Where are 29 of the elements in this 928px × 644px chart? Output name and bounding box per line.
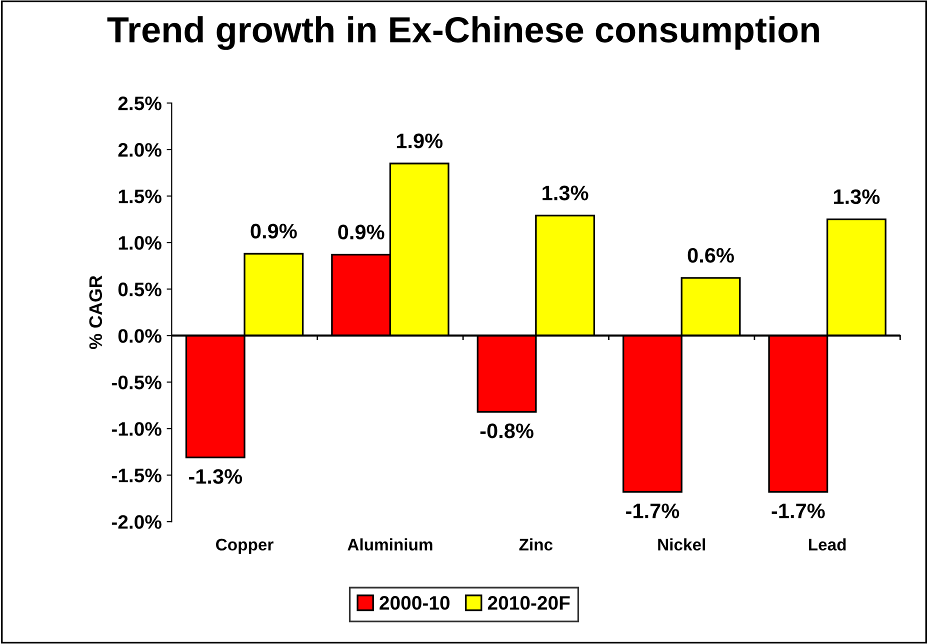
y-tick-label: 0.0% [118,329,162,343]
y-tick-label: -2.0% [112,515,162,529]
y-tick-label: 1.0% [118,236,162,250]
data-label: 1.3% [834,189,880,204]
x-tick-label: Aluminium [348,538,432,551]
chart-title: Trend growth in Ex-Chinese consumption [107,16,819,50]
data-label: -1.7% [772,504,825,518]
y-tick-label: 2.0% [118,143,162,157]
data-label: 0.6% [688,248,734,263]
data-label: 0.9% [338,224,384,240]
y-tick-label: 2.5% [118,96,162,110]
y-axis-title: % CAGR [89,276,102,350]
data-label: 0.9% [250,224,297,239]
data-label: -1.3% [188,469,242,484]
data-label: 1.3% [542,186,588,200]
data-label: -0.8% [480,424,534,438]
legend-label: 2000-10 [380,596,450,610]
legend-label: 2010-20F [488,596,570,610]
data-label: 1.9% [396,134,443,148]
y-tick-label: -1.0% [112,422,162,436]
y-tick-label: 0.5% [118,282,162,296]
x-tick-label: Copper [216,538,274,554]
data-label: -1.7% [626,504,680,518]
y-tick-label: 1.5% [118,190,162,204]
y-tick-label: -0.5% [112,376,162,390]
x-tick-label: Lead [808,538,846,551]
x-tick-label: Zinc [519,538,553,551]
y-tick-label: -1.5% [112,468,162,482]
x-tick-label: Nickel [658,538,705,551]
